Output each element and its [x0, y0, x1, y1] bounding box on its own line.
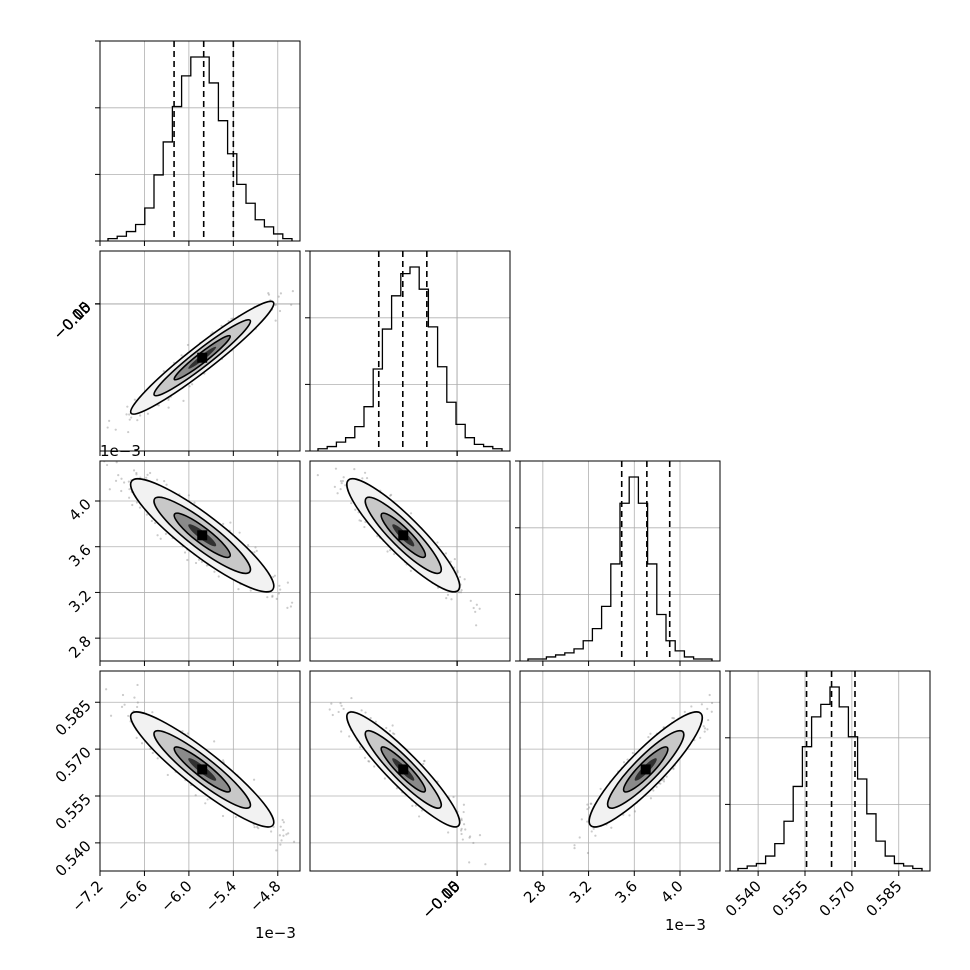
x-tick-label: 2.8: [520, 877, 550, 907]
grid-lines: [100, 41, 300, 241]
panel-frame: [99, 670, 301, 872]
panel-frame: [99, 250, 301, 452]
marginal-histogram-2: [527, 476, 713, 661]
axis-offset-label: 1e−3: [665, 916, 706, 934]
panel-frame: [309, 250, 511, 452]
panel-frame: [729, 670, 931, 872]
x-tick-label: −5.4: [202, 877, 240, 915]
y-tick-label: 2.8: [65, 632, 95, 662]
grid-lines: [310, 671, 510, 871]
grid-lines: [520, 461, 720, 661]
panel-frame: [519, 670, 721, 872]
axis-offset-label: 1e−3: [255, 924, 296, 942]
y-tick-label: 0.540: [52, 837, 95, 880]
panel-frame: [99, 40, 301, 242]
grid-lines: [310, 461, 510, 661]
axis-offset-label: 1e−3: [100, 442, 141, 460]
x-tick-label: 0.555: [769, 877, 812, 920]
panel-frame: [309, 670, 511, 872]
x-tick-label: 3.6: [612, 877, 642, 907]
x-tick-label: −6.6: [113, 877, 151, 915]
density-peak: [398, 530, 409, 541]
grid-lines: [100, 461, 300, 661]
x-tick-label: 0.585: [862, 877, 905, 920]
x-tick-label: −4.8: [246, 877, 284, 915]
y-tick-label: 0.570: [52, 743, 95, 786]
density-peak: [197, 530, 208, 541]
grid-lines: [310, 251, 510, 451]
y-tick-label: 0.555: [52, 790, 95, 833]
marginal-histogram-1: [317, 266, 503, 451]
y-tick-label: 4.0: [65, 495, 95, 525]
panel-frame: [99, 460, 301, 662]
x-tick-label: 3.2: [566, 877, 596, 907]
x-tick-label: 0.540: [722, 877, 765, 920]
density-peak: [197, 764, 208, 775]
y-tick-label: 3.6: [65, 541, 95, 571]
density-peak: [197, 352, 208, 363]
x-tick-label: 0.570: [816, 877, 859, 920]
marginal-histogram-0: [107, 56, 293, 241]
density-peak: [640, 764, 651, 775]
x-tick-label: 4.0: [657, 877, 687, 907]
x-tick-label: −6.0: [157, 877, 195, 915]
y-tick-label: 3.2: [65, 587, 95, 617]
marginal-histogram-3: [737, 686, 923, 871]
x-tick-label: −7.2: [68, 877, 106, 915]
y-tick-label: 0.585: [52, 696, 95, 739]
panel-frame: [519, 460, 721, 662]
panel-frame: [309, 460, 511, 662]
grid-lines: [730, 671, 930, 871]
density-peak: [398, 764, 409, 775]
